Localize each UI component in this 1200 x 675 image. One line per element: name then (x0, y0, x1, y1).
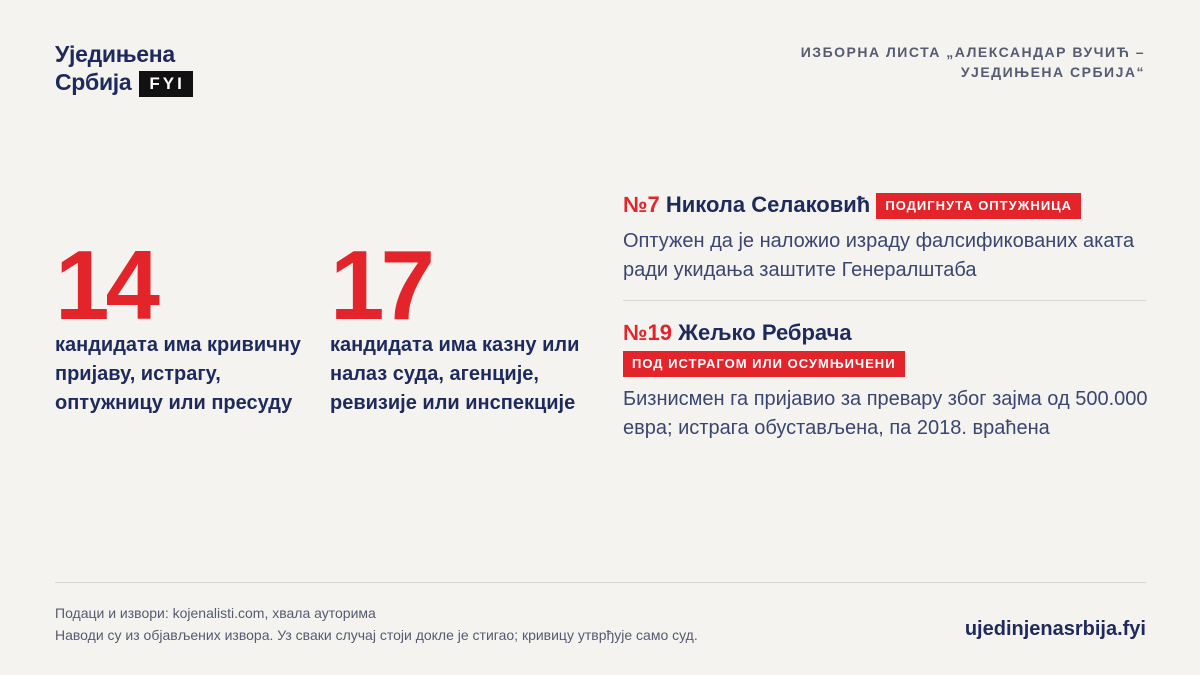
footer-notes: Подаци и извори: kojenalisti.com, хвала … (55, 602, 698, 646)
logo-line: Уједињена (55, 41, 175, 67)
footer-line: Подаци и извори: kojenalisti.com, хвала … (55, 605, 376, 621)
footer-divider (55, 582, 1146, 583)
candidate-heading: №19 Жељко Ребрача (623, 319, 852, 347)
stat-number: 14 (55, 230, 160, 340)
stat-number: 17 (330, 230, 435, 340)
candidate-description: Оптужен да је наложио израду фалсификова… (623, 230, 1135, 281)
stat-text: кандидата има кривичну пријаву, истрагу,… (55, 334, 301, 414)
logo-text: Србија (55, 69, 132, 95)
logo-badge: FYI (139, 71, 193, 97)
header-title-line: ИЗБОРНА ЛИСТА „АЛЕКСАНДАР ВУЧИЋ – (800, 44, 1145, 60)
header-title: ИЗБОРНА ЛИСТА „АЛЕКСАНДАР ВУЧИЋ – УЈЕДИЊ… (801, 42, 1145, 82)
candidate-name: Жељко Ребрача (678, 320, 852, 345)
header-title-line: УЈЕДИЊЕНА СРБИЈА“ (960, 64, 1145, 80)
candidate-tag: ПОД ИСТРАГОМ ИЛИ ОСУМЊИЧЕНИ (623, 351, 905, 377)
footer-url: ujedinjenasrbija.fyi (964, 618, 1146, 640)
stat-text: кандидата има казну или налаз суда, аген… (330, 334, 580, 414)
divider (623, 300, 1146, 301)
logo-line: Србија FYI (55, 68, 193, 97)
candidate-heading: №7 Никола Селаковић ПОДИГНУТА ОПТУЖНИЦА (623, 191, 1082, 219)
footer-line: Наводи су из објављених извора. Уз сваки… (55, 627, 698, 643)
candidate-number: №7 (623, 192, 660, 217)
logo: Уједињена Србија FYI (55, 40, 193, 97)
candidate-tag-row: ПОД ИСТРАГОМ ИЛИ ОСУМЊИЧЕНИ (623, 351, 905, 377)
candidate-name: Никола Селаковић (665, 192, 871, 217)
candidate-tag: ПОДИГНУТА ОПТУЖНИЦА (876, 193, 1082, 219)
candidate-number: №19 (623, 320, 672, 345)
candidate-description: Бизнисмен га пријавио за превару због за… (623, 388, 1148, 439)
